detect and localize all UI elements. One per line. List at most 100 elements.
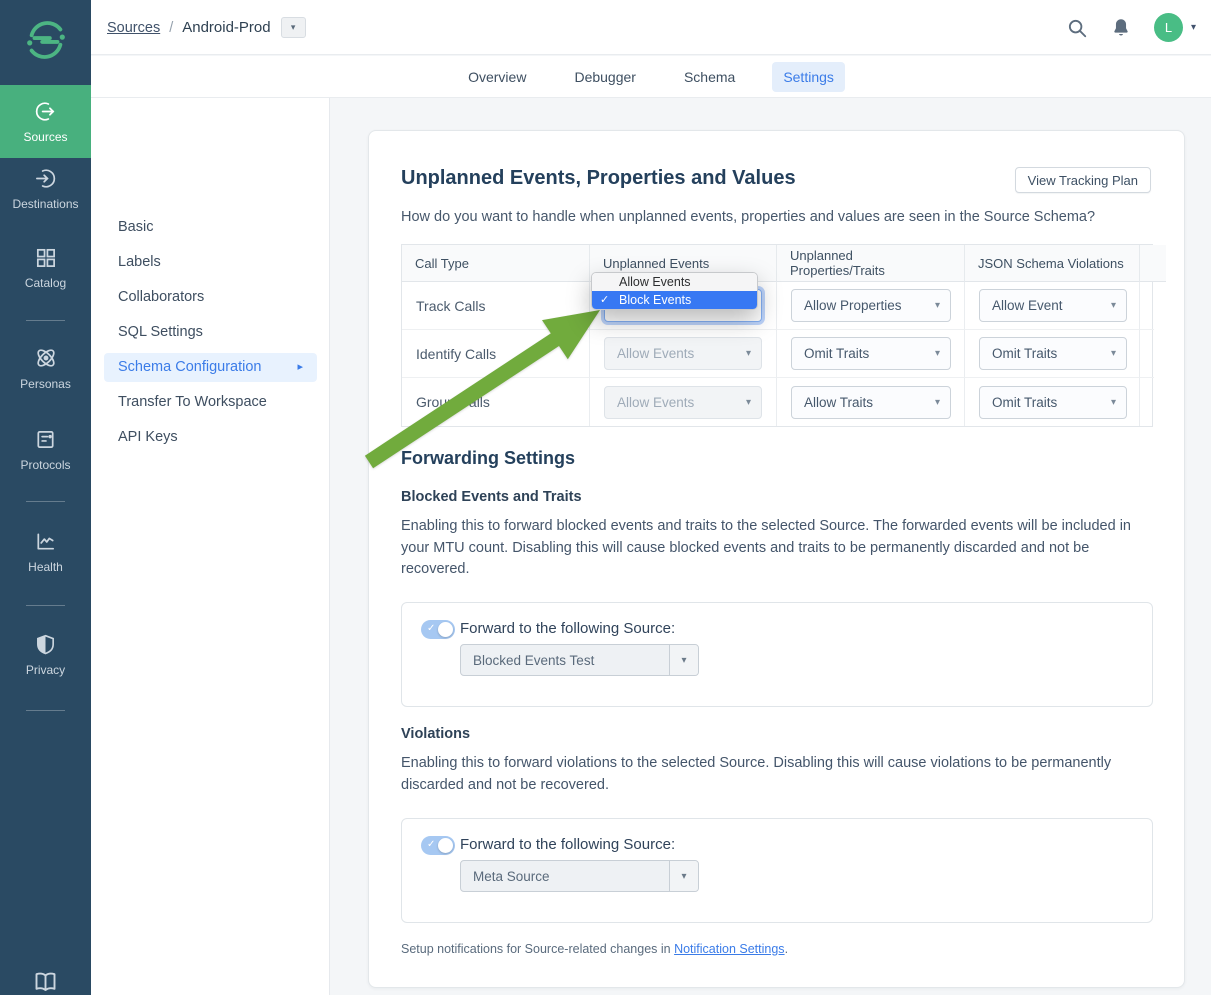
select-value: Allow Events xyxy=(617,346,695,361)
checkmark-icon: ✓ xyxy=(427,623,436,634)
schema-configuration-panel: Unplanned Events, Properties and Values … xyxy=(364,130,1185,988)
notification-settings-link[interactable]: Notification Settings xyxy=(674,942,785,956)
blocked-events-forward-toggle[interactable]: ✓ xyxy=(421,620,455,639)
sidebar-item-sources[interactable]: Sources xyxy=(0,85,91,158)
view-tracking-plan-button[interactable]: View Tracking Plan xyxy=(1014,167,1151,193)
select-value: Allow Properties xyxy=(804,298,902,313)
tab-settings[interactable]: Settings xyxy=(772,61,845,92)
unplanned-properties-select-group[interactable]: Allow Traits ▾ xyxy=(791,385,951,419)
source-tabs: Overview Debugger Schema Settings xyxy=(91,56,1211,98)
unplanned-properties-select-track[interactable]: Allow Properties ▾ xyxy=(791,289,951,322)
sidebar-item-privacy[interactable]: Privacy xyxy=(0,633,91,677)
column-header-json-schema-violations: JSON Schema Violations xyxy=(965,245,1140,282)
select-value: Omit Traits xyxy=(992,346,1058,361)
violations-forward-toggle[interactable]: ✓ xyxy=(421,836,455,855)
checkmark-icon: ✓ xyxy=(600,294,610,306)
violations-forward-panel: ✓ Forward to the following Source: Meta … xyxy=(401,818,1153,923)
blocked-events-source-select[interactable]: Blocked Events Test ▾ xyxy=(460,644,699,676)
select-value: Meta Source xyxy=(473,868,550,884)
table-header-row: Call Type Unplanned Events Unplanned Pro… xyxy=(402,245,1166,282)
notifications-note: Setup notifications for Source-related c… xyxy=(401,942,788,956)
caret-down-icon: ▾ xyxy=(669,861,698,891)
sidebar-item-schema-configuration[interactable]: Schema Configuration ▸ xyxy=(104,353,317,382)
avatar-initial: L xyxy=(1164,20,1173,35)
sidebar-item-transfer-to-workspace[interactable]: Transfer To Workspace xyxy=(118,394,267,410)
source-switcher-button[interactable]: ▾ xyxy=(280,17,306,38)
caret-down-icon: ▾ xyxy=(745,348,751,359)
json-violations-select-group[interactable]: Omit Traits ▾ xyxy=(979,385,1127,419)
sidebar-item-label: Health xyxy=(28,560,63,574)
sidebar-item-catalog[interactable]: Catalog xyxy=(0,246,91,290)
sidebar-item-protocols[interactable]: Protocols xyxy=(0,428,91,472)
sidebar-item-sql-settings[interactable]: SQL Settings xyxy=(118,324,203,340)
search-icon[interactable] xyxy=(1066,17,1088,39)
unplanned-events-table: Call Type Unplanned Events Unplanned Pro… xyxy=(401,244,1166,427)
page-title: Unplanned Events, Properties and Values xyxy=(401,167,796,189)
caret-down-icon: ▾ xyxy=(934,300,940,311)
checkmark-icon: ✓ xyxy=(427,839,436,850)
sidebar-item-basic[interactable]: Basic xyxy=(118,219,154,235)
segment-logo[interactable] xyxy=(0,0,91,80)
select-value: Allow Events xyxy=(617,394,695,410)
call-type-label: Track Calls xyxy=(416,297,486,314)
personas-icon xyxy=(36,349,55,367)
sidebar-item-label: Catalog xyxy=(24,276,67,290)
sidebar-item-collaborators[interactable]: Collaborators xyxy=(118,289,205,305)
user-menu[interactable]: L ▾ xyxy=(1153,13,1196,42)
catalog-icon xyxy=(36,248,55,267)
select-value: Blocked Events Test xyxy=(473,652,595,668)
avatar: L xyxy=(1153,13,1183,42)
notifications-bell-icon[interactable] xyxy=(1110,17,1132,39)
violations-source-select[interactable]: Meta Source ▾ xyxy=(460,860,699,892)
unplanned-events-select-group[interactable]: Allow Events ▾ xyxy=(604,385,762,419)
sidebar-item-api-keys[interactable]: API Keys xyxy=(118,429,178,445)
unplanned-events-dropdown-menu: Allow Events ✓ Block Events xyxy=(591,272,758,310)
rail-divider xyxy=(26,501,65,502)
table-row-group-calls: Group Calls Allow Events ▾ Allow Traits … xyxy=(402,378,1152,426)
destinations-icon xyxy=(36,169,56,188)
page-subtitle: How do you want to handle when unplanned… xyxy=(401,209,1096,225)
docs-link[interactable] xyxy=(0,968,91,995)
sidebar-item-health[interactable]: Health xyxy=(0,530,91,574)
caret-right-icon: ▸ xyxy=(297,361,303,373)
book-icon xyxy=(35,972,56,992)
tab-debugger[interactable]: Debugger xyxy=(574,68,636,85)
toggle-knob xyxy=(438,838,453,853)
select-value: Allow Event xyxy=(992,298,1063,313)
sidebar-item-personas[interactable]: Personas xyxy=(0,346,91,391)
protocols-icon xyxy=(37,430,54,449)
call-type-label: Identify Calls xyxy=(416,345,497,362)
call-type-label: Group Calls xyxy=(416,394,490,410)
column-header-spacer xyxy=(1140,245,1166,282)
icon-rail: Sources Destinations Catalog Personas Pr… xyxy=(0,0,91,995)
sidebar-item-labels[interactable]: Labels xyxy=(118,254,161,270)
tab-schema[interactable]: Schema xyxy=(683,68,736,85)
forward-source-label: Forward to the following Source: xyxy=(460,836,676,853)
forward-source-label: Forward to the following Source: xyxy=(460,620,676,637)
json-violations-select-track[interactable]: Allow Event ▾ xyxy=(979,289,1127,322)
blocked-events-forward-panel: ✓ Forward to the following Source: Block… xyxy=(401,602,1153,707)
tab-overview[interactable]: Overview xyxy=(468,68,527,85)
caret-down-icon: ▾ xyxy=(1110,348,1116,359)
unplanned-events-select-identify[interactable]: Allow Events ▾ xyxy=(604,337,762,370)
json-violations-select-identify[interactable]: Omit Traits ▾ xyxy=(979,337,1127,370)
breadcrumb-sources-link[interactable]: Sources xyxy=(107,19,161,36)
unplanned-properties-select-identify[interactable]: Omit Traits ▾ xyxy=(791,337,951,370)
forwarding-settings-title: Forwarding Settings xyxy=(401,448,576,468)
column-header-unplanned-properties: Unplanned Properties/Traits xyxy=(777,245,965,282)
sidebar-item-label: Privacy xyxy=(25,663,66,677)
breadcrumb-current: Android-Prod xyxy=(182,19,271,36)
settings-sidebar: Basic Labels Collaborators SQL Settings … xyxy=(91,98,330,995)
dropdown-option-allow-events[interactable]: Allow Events xyxy=(592,273,757,291)
caret-down-icon: ▾ xyxy=(934,396,940,408)
sidebar-item-destinations[interactable]: Destinations xyxy=(0,167,91,211)
table-row-identify-calls: Identify Calls Allow Events ▾ Omit Trait… xyxy=(402,330,1154,378)
top-header: Sources / Android-Prod ▾ L ▾ xyxy=(91,0,1211,55)
note-text: Setup notifications for Source-related c… xyxy=(401,942,675,956)
select-value: Omit Traits xyxy=(804,346,870,361)
rail-divider xyxy=(26,605,65,606)
column-header-call-type: Call Type xyxy=(402,245,590,282)
dropdown-option-block-events[interactable]: ✓ Block Events xyxy=(592,291,757,309)
caret-down-icon: ▾ xyxy=(1190,22,1196,33)
caret-down-icon: ▾ xyxy=(745,396,751,408)
